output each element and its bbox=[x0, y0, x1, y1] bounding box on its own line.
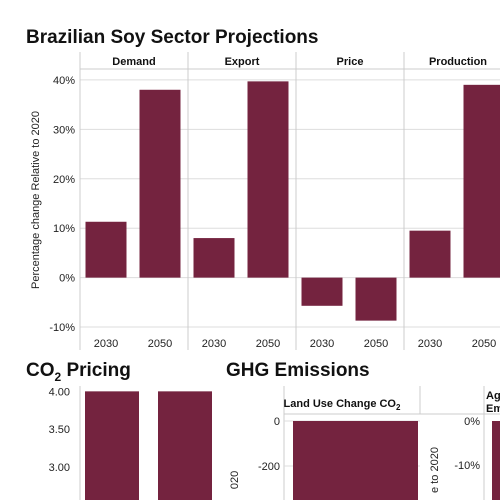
ghg-y-tick-label: -200 bbox=[258, 461, 280, 473]
soy-facet-label: Export bbox=[225, 56, 260, 68]
soy-x-tick-label: 2050 bbox=[148, 338, 172, 350]
ghg-y-tick-label: 0% bbox=[464, 416, 480, 428]
soy-y-axis-label: Percentage change Relative to 2020 bbox=[30, 111, 42, 289]
soy-y-tick-label: -10% bbox=[49, 322, 75, 334]
soy-facet-label: Price bbox=[337, 56, 364, 68]
soy-x-tick-label: 2030 bbox=[202, 338, 226, 350]
soy-facet-label: Demand bbox=[112, 56, 155, 68]
soy-chart-title: Brazilian Soy Sector Projections bbox=[26, 27, 318, 48]
soy-x-tick-label: 2050 bbox=[256, 338, 280, 350]
soy-facet-label: Production bbox=[429, 56, 487, 68]
soy-y-tick-label: 30% bbox=[53, 124, 75, 136]
ghg-bar bbox=[492, 421, 500, 500]
soy-y-tick-label: 10% bbox=[53, 223, 75, 235]
co2-title-prefix: CO bbox=[26, 360, 55, 381]
ghg-chart-title: GHG Emissions bbox=[226, 360, 370, 381]
soy-bar bbox=[193, 238, 235, 278]
soy-bar bbox=[247, 81, 289, 278]
soy-x-tick-label: 2030 bbox=[94, 338, 118, 350]
soy-y-tick-label: 0% bbox=[59, 273, 75, 285]
ghg-y-tick-label: 0 bbox=[274, 416, 280, 428]
soy-x-tick-label: 2050 bbox=[472, 338, 496, 350]
soy-bar bbox=[139, 89, 181, 278]
ghg-facet-label-agr-line1: Agr bbox=[486, 390, 500, 402]
soy-y-tick-label: 20% bbox=[53, 174, 75, 186]
soy-bar bbox=[85, 221, 127, 278]
soy-x-tick-label: 2050 bbox=[364, 338, 388, 350]
ghg-y-axis-label-fragment-2: e to 2020 bbox=[429, 447, 441, 493]
ghg-bar bbox=[354, 421, 418, 500]
ghg-bar bbox=[293, 421, 357, 500]
co2-chart-title: CO2 Pricing bbox=[26, 360, 131, 384]
ghg-facet-label-prefix: Land Use Change CO bbox=[284, 398, 397, 410]
co2-y-tick-label: 3.50 bbox=[49, 424, 70, 436]
ghg-facet-label-land-use: Land Use Change CO2 bbox=[284, 398, 401, 412]
soy-bar bbox=[409, 230, 451, 278]
soy-y-tick-label: 40% bbox=[53, 75, 75, 87]
ghg-y-tick-label: -10% bbox=[454, 460, 480, 472]
soy-bar bbox=[301, 277, 343, 306]
ghg-y-axis-label-fragment: 020 bbox=[229, 471, 241, 489]
co2-title-subscript: 2 bbox=[55, 370, 62, 384]
co2-bar bbox=[158, 391, 212, 500]
ghg-facet-label-subscript: 2 bbox=[396, 403, 401, 412]
soy-x-tick-label: 2030 bbox=[418, 338, 442, 350]
co2-y-tick-label: 4.00 bbox=[49, 386, 70, 398]
soy-bar bbox=[463, 84, 500, 278]
co2-y-tick-label: 3.00 bbox=[49, 462, 70, 474]
co2-title-suffix: Pricing bbox=[61, 360, 131, 381]
co2-bar bbox=[85, 391, 139, 500]
soy-bar bbox=[355, 277, 397, 321]
soy-x-tick-label: 2030 bbox=[310, 338, 334, 350]
ghg-facet-label-agr-line2: Emi bbox=[486, 403, 500, 415]
